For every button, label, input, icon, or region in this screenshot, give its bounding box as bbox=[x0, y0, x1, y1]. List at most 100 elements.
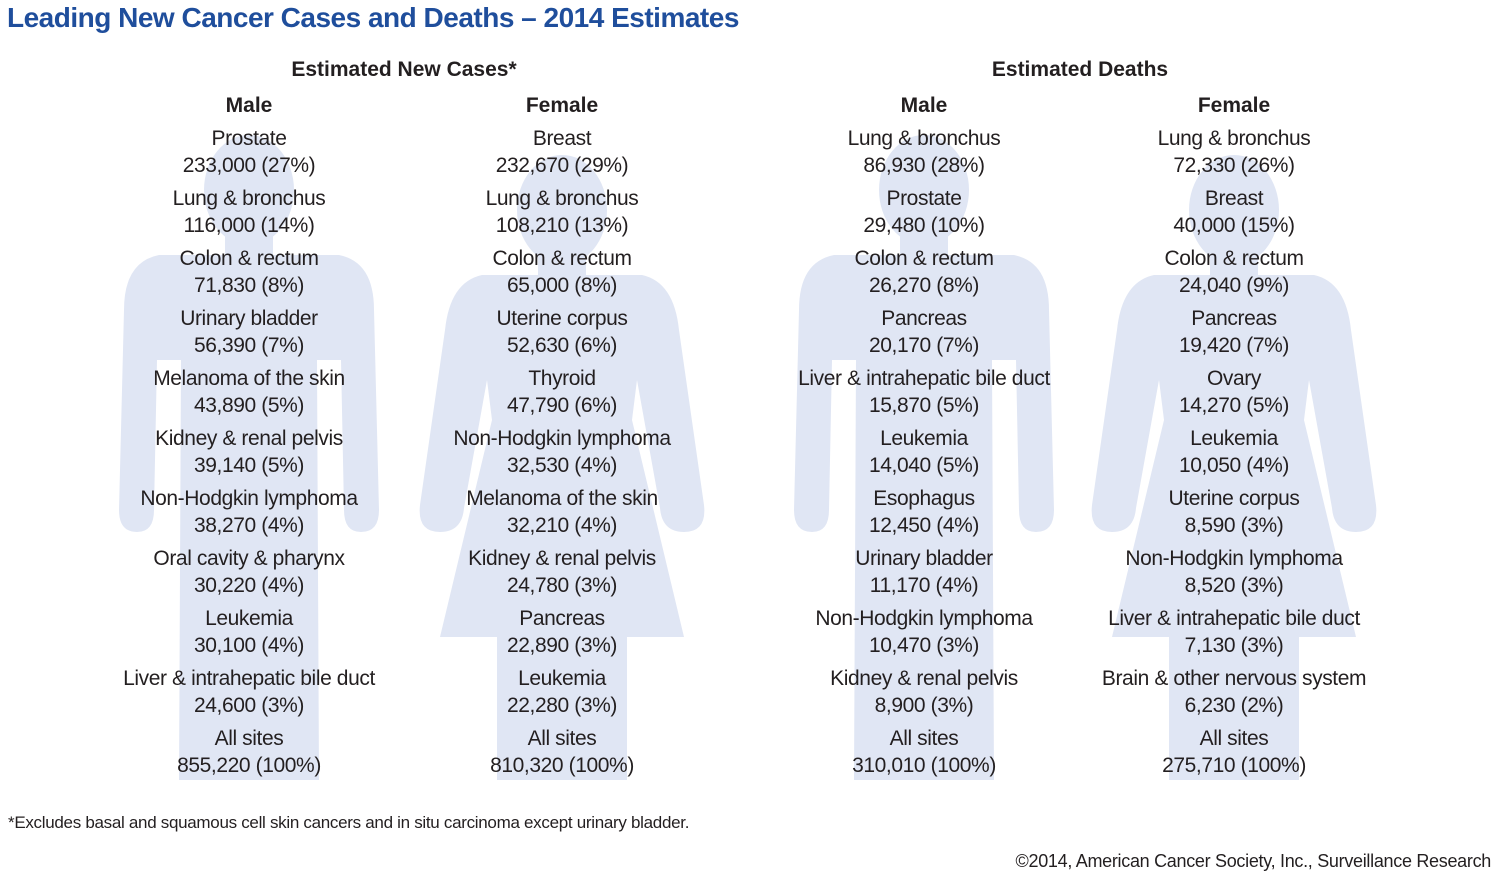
cancer-count: 86,930 (28%) bbox=[863, 154, 985, 177]
cancer-site: Leukemia bbox=[880, 427, 968, 450]
cancer-site: Colon & rectum bbox=[179, 247, 319, 270]
list-item: Kidney & renal pelvis 24,780 (3%) bbox=[392, 545, 732, 605]
list-item: Liver & intrahepatic bile duct 15,870 (5… bbox=[754, 365, 1094, 425]
list-item: All sites 275,710 (100%) bbox=[1064, 725, 1404, 785]
cancer-site: Prostate bbox=[886, 187, 962, 210]
list-item: Urinary bladder 11,170 (4%) bbox=[754, 545, 1094, 605]
cancer-count: 15,870 (5%) bbox=[868, 394, 979, 417]
cancer-site: Liver & intrahepatic bile duct bbox=[123, 667, 375, 690]
cancer-count: 43,890 (5%) bbox=[193, 394, 304, 417]
list-item: Liver & intrahepatic bile duct 7,130 (3%… bbox=[1064, 605, 1404, 665]
cancer-count: 6,230 (2%) bbox=[1184, 694, 1284, 717]
cancer-site: Leukemia bbox=[1190, 427, 1278, 450]
cancer-count: 7,130 (3%) bbox=[1184, 634, 1284, 657]
silhouette-body bbox=[1091, 275, 1377, 780]
cancer-count: 52,630 (6%) bbox=[506, 334, 617, 357]
cancer-count: 10,050 (4%) bbox=[1178, 454, 1289, 477]
list-item: Brain & other nervous system 6,230 (2%) bbox=[1064, 665, 1404, 725]
cancer-count: 12,450 (4%) bbox=[868, 514, 979, 537]
silhouette-head bbox=[517, 155, 607, 265]
column-new-cases-male: Male Prostate 233,000 (27%) Lung & bronc… bbox=[79, 93, 419, 785]
cancer-site: Leukemia bbox=[205, 607, 293, 630]
list-item: Leukemia 22,280 (3%) bbox=[392, 665, 732, 725]
list-item: Lung & bronchus 72,330 (26%) bbox=[1064, 125, 1404, 185]
list-item: Lung & bronchus 86,930 (28%) bbox=[754, 125, 1094, 185]
cancer-count: 29,480 (10%) bbox=[863, 214, 985, 237]
cancer-count: 11,170 (4%) bbox=[869, 574, 979, 597]
list-item: Melanoma of the skin 32,210 (4%) bbox=[392, 485, 732, 545]
list-item: Melanoma of the skin 43,890 (5%) bbox=[79, 365, 419, 425]
silhouette-body bbox=[794, 255, 1054, 780]
cancer-site: Pancreas bbox=[519, 607, 605, 630]
cancer-site: All sites bbox=[527, 727, 597, 750]
list-item: Colon & rectum 26,270 (8%) bbox=[754, 245, 1094, 305]
silhouette-body bbox=[419, 275, 705, 780]
cancer-count: 47,790 (6%) bbox=[506, 394, 617, 417]
cancer-site: Non-Hodgkin lymphoma bbox=[1125, 547, 1343, 570]
column-header: Female bbox=[525, 94, 599, 117]
cancer-site: Urinary bladder bbox=[180, 307, 318, 330]
cancer-count: 24,780 (3%) bbox=[506, 574, 617, 597]
cancer-count: 19,420 (7%) bbox=[1178, 334, 1289, 357]
cancer-site: All sites bbox=[889, 727, 959, 750]
list-item: Liver & intrahepatic bile duct 24,600 (3… bbox=[79, 665, 419, 725]
cancer-site: Lung & bronchus bbox=[847, 127, 1001, 150]
list-item: Thyroid 47,790 (6%) bbox=[392, 365, 732, 425]
cancer-site: Breast bbox=[1204, 187, 1264, 210]
cancer-count: 65,000 (8%) bbox=[506, 274, 617, 297]
male-silhouette bbox=[119, 135, 379, 780]
cancer-count: 810,320 (100%) bbox=[490, 754, 634, 777]
list-item: Non-Hodgkin lymphoma 10,470 (3%) bbox=[754, 605, 1094, 665]
column-deaths-male: Male Lung & bronchus 86,930 (28%) Prosta… bbox=[754, 93, 1094, 785]
list-item: All sites 810,320 (100%) bbox=[392, 725, 732, 785]
cancer-site: Non-Hodgkin lymphoma bbox=[815, 607, 1033, 630]
column-new-cases-female: Female Breast 232,670 (29%) Lung & bronc… bbox=[392, 93, 732, 785]
male-silhouette bbox=[794, 135, 1054, 780]
cancer-count: 38,270 (4%) bbox=[193, 514, 304, 537]
silhouette-head bbox=[204, 135, 294, 245]
cancer-site: Oral cavity & pharynx bbox=[153, 547, 345, 570]
column-header: Female bbox=[1197, 94, 1271, 117]
list-item: Non-Hodgkin lymphoma 38,270 (4%) bbox=[79, 485, 419, 545]
cancer-site: Lung & bronchus bbox=[485, 187, 639, 210]
cancer-site: Melanoma of the skin bbox=[153, 367, 345, 390]
list-item: Kidney & renal pelvis 8,900 (3%) bbox=[754, 665, 1094, 725]
cancer-count: 20,170 (7%) bbox=[868, 334, 979, 357]
group-title-deaths: Estimated Deaths bbox=[991, 58, 1169, 81]
list-item: Non-Hodgkin lymphoma 8,520 (3%) bbox=[1064, 545, 1404, 605]
cancer-count: 30,220 (4%) bbox=[193, 574, 304, 597]
cancer-site: Thyroid bbox=[528, 367, 596, 390]
list-item: Leukemia 14,040 (5%) bbox=[754, 425, 1094, 485]
cancer-site: Colon & rectum bbox=[854, 247, 994, 270]
cancer-count: 24,040 (9%) bbox=[1178, 274, 1289, 297]
cancer-site: Esophagus bbox=[873, 487, 975, 510]
cancer-count: 30,100 (4%) bbox=[193, 634, 304, 657]
cancer-count: 8,590 (3%) bbox=[1184, 514, 1284, 537]
cancer-site: Pancreas bbox=[881, 307, 967, 330]
cancer-site: Kidney & renal pelvis bbox=[830, 667, 1018, 690]
list-item: All sites 855,220 (100%) bbox=[79, 725, 419, 785]
cancer-count: 32,210 (4%) bbox=[506, 514, 617, 537]
cancer-count: 72,330 (26%) bbox=[1173, 154, 1295, 177]
cancer-count: 275,710 (100%) bbox=[1162, 754, 1306, 777]
cancer-site: Brain & other nervous system bbox=[1101, 667, 1367, 690]
cancer-site: Kidney & renal pelvis bbox=[468, 547, 656, 570]
list-item: Non-Hodgkin lymphoma 32,530 (4%) bbox=[392, 425, 732, 485]
list-item: Prostate 233,000 (27%) bbox=[79, 125, 419, 185]
list-item: Uterine corpus 52,630 (6%) bbox=[392, 305, 732, 365]
cancer-count: 22,890 (3%) bbox=[506, 634, 617, 657]
column-header: Male bbox=[900, 94, 948, 117]
silhouette-head bbox=[1189, 155, 1279, 265]
credit: ©2014, American Cancer Society, Inc., Su… bbox=[1015, 851, 1492, 871]
list-item: Colon & rectum 65,000 (8%) bbox=[392, 245, 732, 305]
cancer-count: 232,670 (29%) bbox=[495, 154, 629, 177]
group-title-new-cases: Estimated New Cases* bbox=[291, 58, 517, 81]
cancer-count: 22,280 (3%) bbox=[506, 694, 617, 717]
cancer-count: 10,470 (3%) bbox=[868, 634, 979, 657]
cancer-site: Non-Hodgkin lymphoma bbox=[140, 487, 358, 510]
column-deaths-female: Female Lung & bronchus 72,330 (26%) Brea… bbox=[1064, 93, 1404, 785]
cancer-site: Pancreas bbox=[1191, 307, 1277, 330]
cancer-count: 56,390 (7%) bbox=[193, 334, 304, 357]
silhouette-body bbox=[119, 255, 379, 780]
